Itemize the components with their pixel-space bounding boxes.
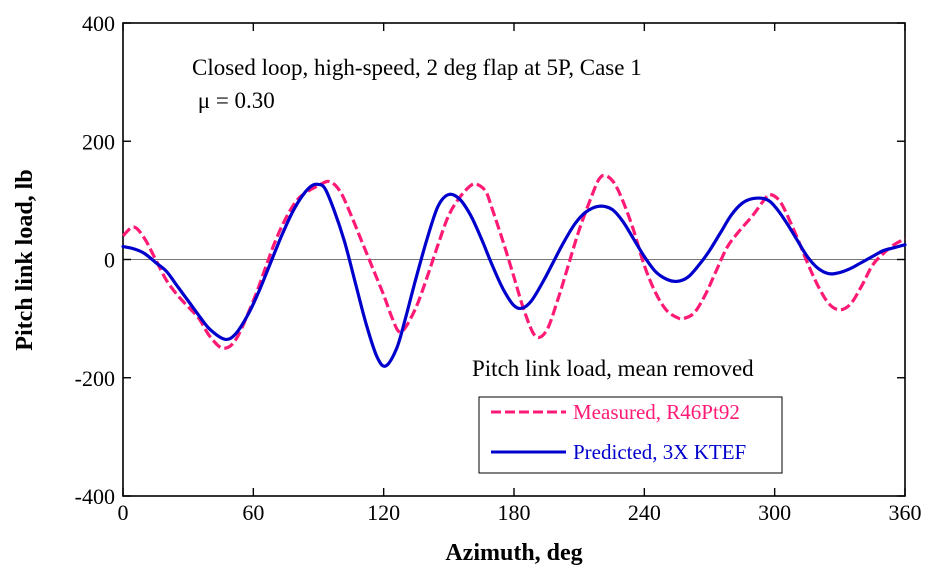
y-tick-label: -400	[75, 484, 115, 509]
axis-ticks	[122, 22, 906, 497]
x-axis-title: Azimuth, deg	[445, 540, 582, 566]
legend-heading: Pitch link load, mean removed	[472, 356, 754, 381]
y-tick-label: -200	[75, 366, 115, 391]
series-line-measured-r46pt92	[121, 173, 906, 350]
annotation-case-description: Closed loop, high-speed, 2 deg flap at 5…	[192, 55, 642, 80]
legend-box	[478, 396, 783, 474]
y-tick-label: 400	[82, 11, 115, 36]
y-axis-title: Pitch link load, lb	[12, 169, 38, 350]
x-tick-label: 360	[889, 500, 922, 525]
series-line-predicted-3x-ktef	[121, 182, 907, 368]
x-tick-label: 300	[758, 500, 791, 525]
legend: Measured, R46Pt92 Predicted, 3X KTEF	[478, 396, 783, 474]
legend-label-predicted: Predicted, 3X KTEF	[573, 440, 746, 464]
x-tick-label: 120	[367, 500, 400, 525]
x-tick-label: 60	[242, 500, 264, 525]
legend-label-measured: Measured, R46Pt92	[573, 400, 740, 424]
x-tick-label: 0	[118, 500, 129, 525]
x-tick-label: 240	[628, 500, 661, 525]
y-tick-label: 0	[104, 248, 115, 273]
axis-tick-labels: 0 60 120 180 240 300 360 -400 -200 0 200 400	[75, 11, 922, 525]
y-tick-label: 200	[82, 129, 115, 154]
series-layer	[121, 173, 907, 368]
annotation-advance-ratio: μ = 0.30	[192, 88, 275, 113]
x-tick-label: 180	[498, 500, 531, 525]
